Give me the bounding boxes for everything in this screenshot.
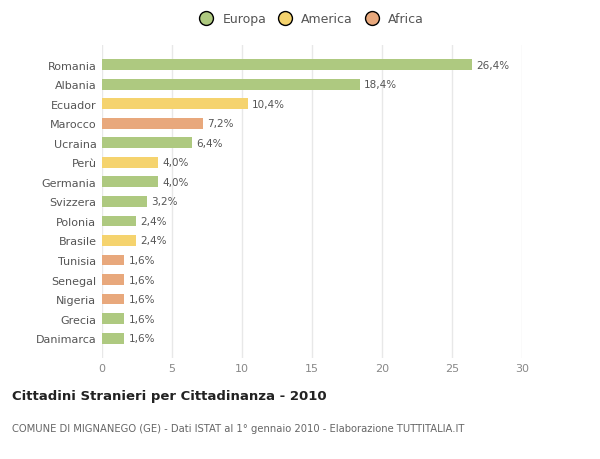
Text: 6,4%: 6,4% bbox=[196, 139, 223, 148]
Bar bbox=[102, 255, 124, 266]
Legend: Europa, America, Africa: Europa, America, Africa bbox=[195, 8, 429, 31]
Bar bbox=[102, 99, 248, 110]
Bar bbox=[102, 235, 136, 246]
Bar bbox=[102, 196, 147, 207]
Text: 7,2%: 7,2% bbox=[207, 119, 233, 129]
Text: 10,4%: 10,4% bbox=[252, 100, 285, 109]
Text: Cittadini Stranieri per Cittadinanza - 2010: Cittadini Stranieri per Cittadinanza - 2… bbox=[12, 389, 326, 403]
Text: 26,4%: 26,4% bbox=[476, 61, 509, 70]
Text: 1,6%: 1,6% bbox=[128, 256, 155, 265]
Bar bbox=[102, 157, 158, 168]
Text: COMUNE DI MIGNANEGO (GE) - Dati ISTAT al 1° gennaio 2010 - Elaborazione TUTTITAL: COMUNE DI MIGNANEGO (GE) - Dati ISTAT al… bbox=[12, 424, 464, 433]
Text: 1,6%: 1,6% bbox=[128, 334, 155, 343]
Text: 3,2%: 3,2% bbox=[151, 197, 178, 207]
Text: 1,6%: 1,6% bbox=[128, 314, 155, 324]
Text: 4,0%: 4,0% bbox=[162, 178, 188, 187]
Bar bbox=[102, 79, 359, 90]
Bar bbox=[102, 313, 124, 325]
Text: 4,0%: 4,0% bbox=[162, 158, 188, 168]
Bar bbox=[102, 216, 136, 227]
Text: 18,4%: 18,4% bbox=[364, 80, 397, 90]
Text: 1,6%: 1,6% bbox=[128, 295, 155, 304]
Text: 2,4%: 2,4% bbox=[140, 217, 166, 226]
Text: 1,6%: 1,6% bbox=[128, 275, 155, 285]
Bar bbox=[102, 177, 158, 188]
Bar bbox=[102, 118, 203, 129]
Bar bbox=[102, 333, 124, 344]
Bar bbox=[102, 138, 191, 149]
Text: 2,4%: 2,4% bbox=[140, 236, 166, 246]
Bar bbox=[102, 60, 472, 71]
Bar bbox=[102, 274, 124, 285]
Bar bbox=[102, 294, 124, 305]
